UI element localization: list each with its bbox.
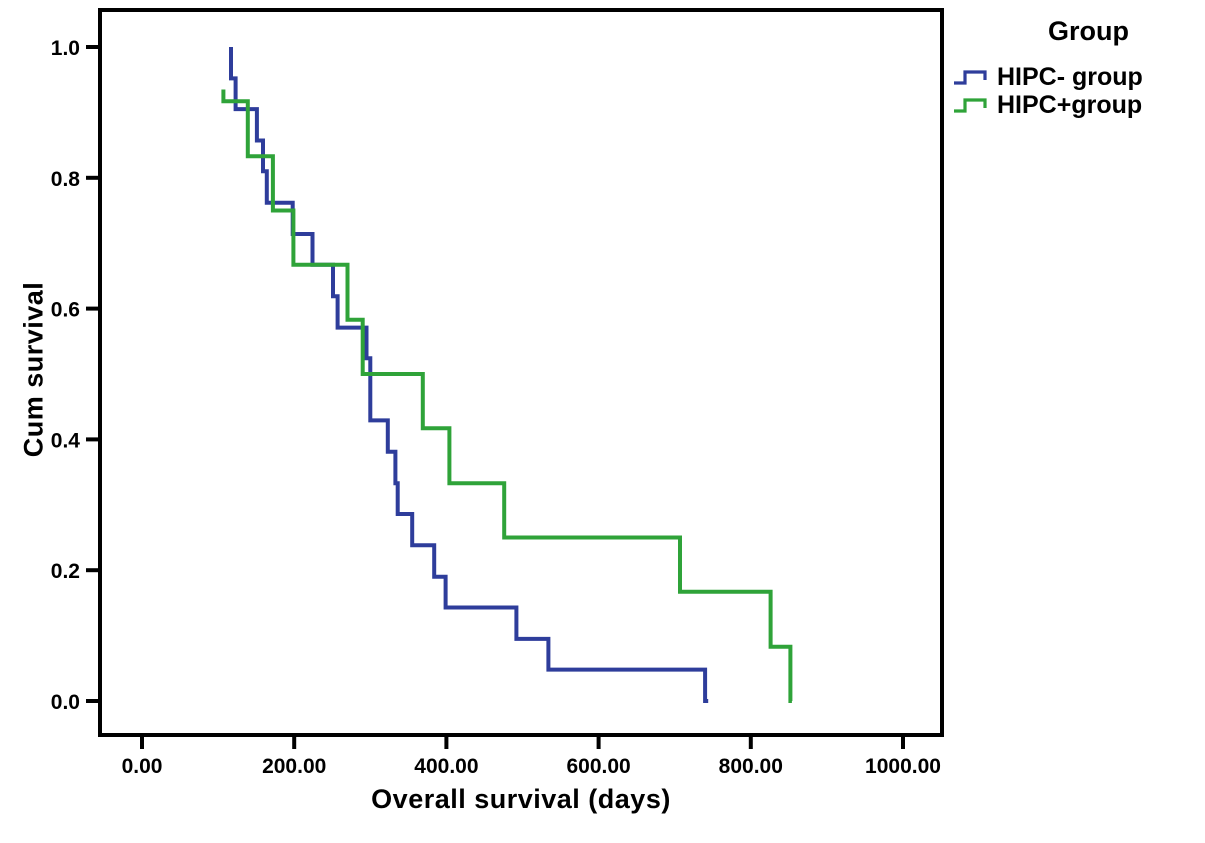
x-tick-label: 400.00 bbox=[414, 755, 478, 778]
y-tick-label: 0.6 bbox=[51, 299, 80, 322]
x-tick-label: 600.00 bbox=[566, 755, 630, 778]
x-tick-label: 200.00 bbox=[262, 755, 326, 778]
step-line-icon bbox=[954, 97, 987, 113]
plot-frame bbox=[98, 8, 944, 737]
legend-label: HIPC- group bbox=[997, 62, 1143, 91]
survival-curve-hipc-group bbox=[229, 47, 709, 703]
survival-curve-hipc-group bbox=[221, 89, 793, 703]
y-tick-label: 0.8 bbox=[51, 168, 81, 191]
y-tick-label: 1.0 bbox=[51, 37, 80, 60]
x-tick-label: 1000.00 bbox=[865, 755, 941, 778]
legend-entry-hipc-minus: HIPC- group bbox=[952, 63, 1202, 90]
legend: Group HIPC- group HIPC+group bbox=[952, 16, 1202, 118]
y-tick-label: 0.0 bbox=[51, 691, 80, 714]
x-axis-title: Overall survival (days) bbox=[371, 784, 671, 814]
y-axis-title: Cum survival bbox=[18, 281, 49, 458]
legend-entries: HIPC- group HIPC+group bbox=[952, 63, 1202, 118]
legend-title: Group bbox=[1048, 16, 1129, 46]
x-tick-label: 800.00 bbox=[719, 755, 783, 778]
legend-label: HIPC+group bbox=[997, 90, 1143, 119]
y-tick-label: 0.4 bbox=[51, 429, 81, 452]
step-line-icon bbox=[954, 69, 987, 85]
legend-entry-hipc-plus: HIPC+group bbox=[952, 91, 1202, 118]
y-tick-label: 0.2 bbox=[51, 560, 80, 583]
x-tick-label: 0.00 bbox=[122, 755, 163, 778]
